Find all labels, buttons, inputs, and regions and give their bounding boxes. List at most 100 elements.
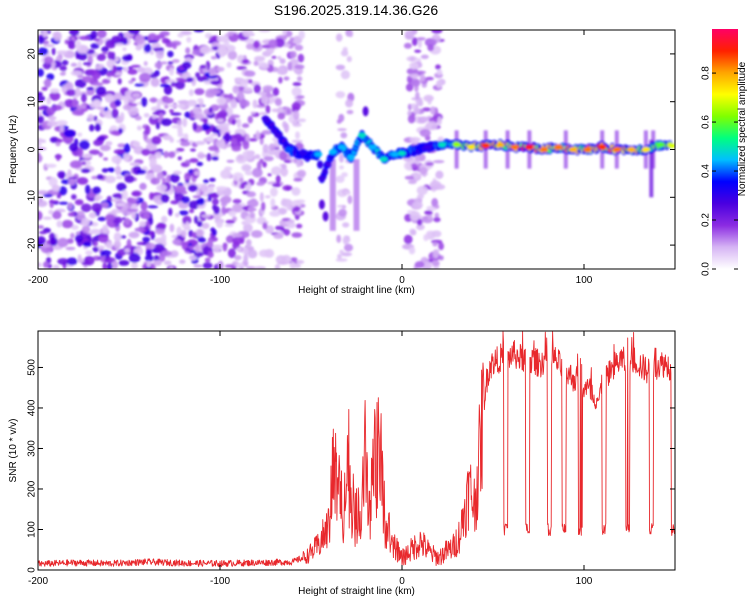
noise-blob (126, 197, 134, 203)
noise-blob (90, 30, 98, 39)
noise-blob (97, 136, 106, 142)
noise-blob (280, 198, 293, 208)
noise-blob (123, 66, 128, 72)
ridge-point (285, 146, 294, 153)
noise-blob (269, 210, 281, 217)
noise-blob (149, 50, 154, 55)
ridge-point (303, 154, 312, 160)
noise-blob (204, 257, 211, 263)
noise-blob (259, 192, 264, 202)
ridge-point (510, 144, 519, 150)
noise-blob (52, 264, 60, 269)
ridge-point (423, 144, 432, 150)
noise-blob (194, 170, 200, 176)
noise-blob (81, 161, 87, 165)
noise-blob (208, 67, 217, 76)
noise-blob (193, 251, 204, 257)
noise-blob (117, 143, 126, 148)
noise-blob (90, 43, 100, 49)
noise-blob (409, 137, 421, 143)
noise-blob (102, 224, 109, 235)
noise-blob (164, 97, 174, 104)
noise-blob (423, 234, 429, 242)
noise-blob (434, 212, 440, 219)
noise-blob (262, 222, 268, 230)
noise-blob (193, 113, 204, 120)
noise-blob (415, 91, 420, 100)
noise-blob (96, 174, 104, 180)
noise-blob (114, 99, 122, 107)
noise-blob (335, 258, 348, 262)
noise-blob (253, 60, 259, 66)
noise-blob (417, 38, 422, 49)
noise-blob (72, 110, 84, 116)
noise-blob (69, 30, 80, 36)
noise-blob (241, 123, 250, 128)
noise-blob (139, 72, 151, 83)
noise-blob (209, 177, 216, 182)
noise-blob (85, 184, 91, 195)
noise-blob (71, 224, 79, 230)
noise-blob (38, 47, 49, 56)
noise-blob (340, 50, 349, 57)
noise-blob (42, 216, 53, 220)
noise-blob (252, 99, 258, 109)
noise-blob (188, 254, 198, 261)
noise-blob (177, 156, 182, 161)
noise-blob (410, 103, 417, 110)
noise-blob (38, 36, 45, 44)
noise-blob (180, 229, 187, 238)
noise-blob (298, 30, 306, 40)
noise-blob (180, 141, 191, 147)
noise-blob (409, 73, 420, 78)
noise-blob (209, 185, 215, 193)
noise-blob (296, 158, 302, 168)
noise-blob (39, 230, 47, 235)
noise-blob (226, 159, 235, 163)
noise-blob (153, 243, 165, 252)
noise-blob (167, 61, 174, 65)
noise-blob (169, 223, 175, 233)
noise-blob (409, 211, 421, 221)
noise-blob (192, 106, 200, 115)
noise-blob (139, 182, 147, 190)
noise-blob (216, 220, 223, 228)
noise-blob (41, 86, 48, 91)
noise-blob (272, 87, 280, 97)
noise-blob (81, 153, 93, 159)
noise-blob (340, 70, 350, 80)
noise-blob (196, 161, 204, 167)
noise-blob (134, 83, 145, 87)
noise-blob (194, 244, 200, 253)
noise-blob (293, 206, 300, 212)
ridge-point (667, 143, 675, 149)
noise-blob (92, 246, 99, 253)
noise-blob (202, 262, 213, 269)
heatmap-y-label: Frequency (Hz) (8, 115, 19, 184)
noise-blob (135, 45, 142, 51)
noise-blob (155, 122, 160, 130)
noise-blob (155, 34, 165, 39)
noise-blob (131, 92, 141, 99)
noise-blob (416, 185, 428, 196)
noise-blob (211, 244, 221, 253)
chart-title: S196.2025.319.14.36.G26 (273, 2, 439, 18)
noise-blob (435, 204, 440, 209)
noise-blob (115, 165, 121, 176)
noise-blob (286, 206, 293, 211)
noise-blob (293, 258, 297, 262)
noise-blob (206, 153, 212, 162)
noise-blob (76, 52, 88, 61)
noise-blob (346, 56, 352, 63)
noise-blob (70, 70, 83, 76)
ridge-point (583, 146, 592, 153)
noise-blob (161, 215, 168, 223)
noise-blob (338, 208, 347, 217)
noise-blob (57, 237, 69, 248)
noise-blob (230, 98, 238, 109)
noise-blob (414, 261, 425, 269)
noise-blob (172, 43, 177, 50)
noise-blob (283, 123, 290, 133)
noise-blob (154, 61, 163, 69)
noise-blob (345, 99, 354, 108)
